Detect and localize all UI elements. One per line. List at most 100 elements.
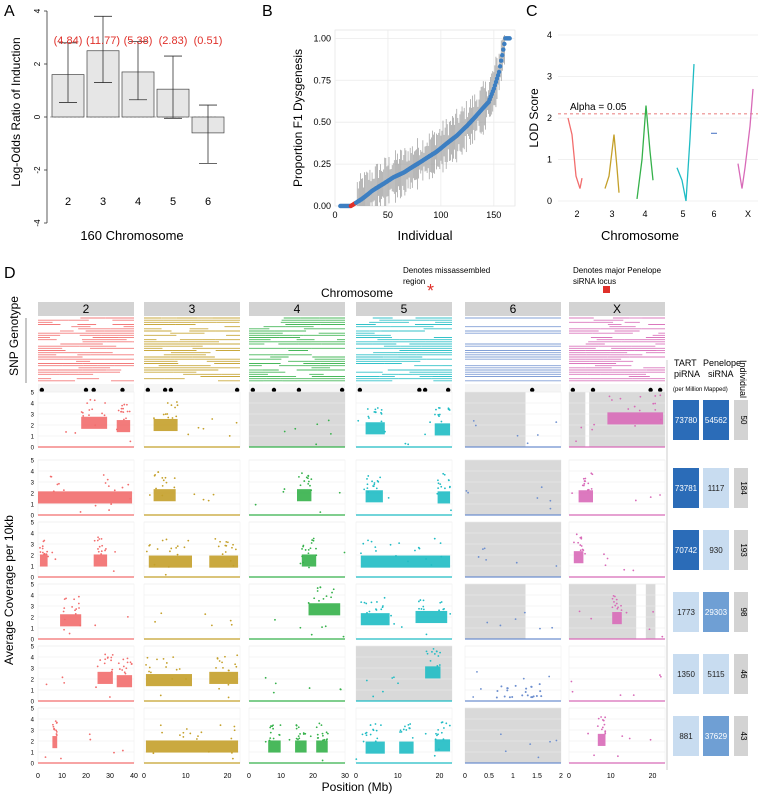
coverage-point xyxy=(603,553,605,556)
coverage-point xyxy=(399,731,401,733)
coverage-point xyxy=(654,402,657,405)
coverage-point xyxy=(324,625,327,628)
coverage-point xyxy=(93,539,96,542)
coverage-point xyxy=(310,542,313,544)
coverage-point xyxy=(41,545,44,548)
coverage-point xyxy=(437,479,439,482)
coverage-facet xyxy=(464,645,562,702)
coverage-point xyxy=(78,607,80,609)
marker-track xyxy=(356,384,452,395)
coverage-point xyxy=(404,442,407,445)
coverage-point xyxy=(94,624,97,627)
coverage-point xyxy=(226,541,229,544)
coverage-point xyxy=(377,480,380,483)
coverage-point xyxy=(308,566,310,569)
coverage-point xyxy=(632,569,635,572)
coverage-point xyxy=(110,656,113,659)
coverage-point xyxy=(148,670,150,673)
coverage-point xyxy=(442,727,445,729)
coverage-facet xyxy=(568,521,666,578)
coverage-block xyxy=(93,554,108,567)
coverage-point xyxy=(442,738,445,741)
coverage-point xyxy=(373,483,376,486)
coverage-y-tick-label: 2 xyxy=(31,616,35,622)
coverage-point xyxy=(437,487,440,490)
coverage-point xyxy=(472,696,475,698)
coverage-shaded-region xyxy=(465,392,526,447)
coverage-point xyxy=(374,723,377,725)
coverage-point xyxy=(125,403,128,406)
coverage-point xyxy=(91,408,94,411)
coverage-y-tick-label: 2 xyxy=(31,678,35,684)
coverage-point xyxy=(374,408,377,411)
coverage-point xyxy=(370,540,373,543)
coverage-point xyxy=(187,539,190,542)
coverage-point xyxy=(187,433,190,436)
panel-c-grid xyxy=(558,34,758,202)
coverage-point xyxy=(214,538,217,540)
coverage-point xyxy=(313,597,316,600)
coverage-point xyxy=(310,478,313,481)
panel-b-x-tick-label: 150 xyxy=(486,210,501,220)
side-header-penelope-1: Penelope xyxy=(703,358,741,368)
facet-strip-X xyxy=(569,302,665,316)
coverage-point xyxy=(486,621,489,624)
coverage-point xyxy=(182,736,185,738)
coverage-point xyxy=(369,724,372,726)
coverage-point xyxy=(555,739,558,742)
panel-a-bars xyxy=(51,15,225,164)
coverage-x-tick-label: 20 xyxy=(224,773,232,780)
coverage-x-tick-label: 0.5 xyxy=(484,773,494,780)
coverage-point xyxy=(128,410,131,413)
coverage-point xyxy=(325,731,328,734)
coverage-point xyxy=(62,489,65,492)
coverage-point xyxy=(433,754,436,757)
individual-cell xyxy=(734,400,748,440)
coverage-point xyxy=(368,610,371,613)
coverage-point xyxy=(477,556,480,558)
coverage-block xyxy=(573,551,584,564)
coverage-point xyxy=(611,399,613,401)
coverage-point xyxy=(407,560,409,563)
coverage-point xyxy=(449,612,452,615)
coverage-point xyxy=(580,536,583,539)
coverage-block xyxy=(597,733,606,746)
coverage-shaded-region xyxy=(465,708,561,763)
coverage-point xyxy=(283,430,286,433)
coverage-point xyxy=(88,409,91,411)
coverage-point xyxy=(582,477,585,480)
coverage-point xyxy=(200,731,203,734)
coverage-point xyxy=(615,602,618,605)
coverage-point xyxy=(52,723,54,726)
coverage-point xyxy=(102,474,105,476)
coverage-point xyxy=(103,662,106,665)
coverage-shaded-region xyxy=(249,392,345,447)
marker-track xyxy=(465,384,561,395)
legend-star-icon: * xyxy=(427,281,434,301)
coverage-block xyxy=(39,554,48,567)
coverage-point xyxy=(99,659,102,661)
coverage-point xyxy=(107,485,110,487)
coverage-point xyxy=(399,729,402,732)
coverage-point xyxy=(161,731,163,734)
panel-a: Log-Odds Ratio of Induction 160 Chromoso… xyxy=(9,8,225,243)
panel-b-xlabel: Individual xyxy=(398,228,453,243)
coverage-point xyxy=(234,548,237,551)
coverage-block xyxy=(268,740,281,753)
panel-b-point xyxy=(496,69,502,75)
panel-b-point xyxy=(491,86,497,91)
coverage-point xyxy=(165,662,168,664)
coverage-point xyxy=(583,480,586,482)
coverage-point xyxy=(584,477,587,480)
coverage-point xyxy=(555,421,558,424)
side-header-tart-1: TART xyxy=(674,358,697,368)
coverage-point xyxy=(634,425,636,427)
coverage-point xyxy=(121,486,124,489)
panel-b-point xyxy=(507,36,512,41)
panel-a-x-ticks: 2 3 4 5 6 xyxy=(65,196,211,208)
coverage-y-tick-label: 3 xyxy=(31,413,35,419)
coverage-block xyxy=(578,490,593,503)
coverage-point xyxy=(271,725,274,728)
coverage-point xyxy=(580,545,583,547)
coverage-point xyxy=(175,546,178,549)
